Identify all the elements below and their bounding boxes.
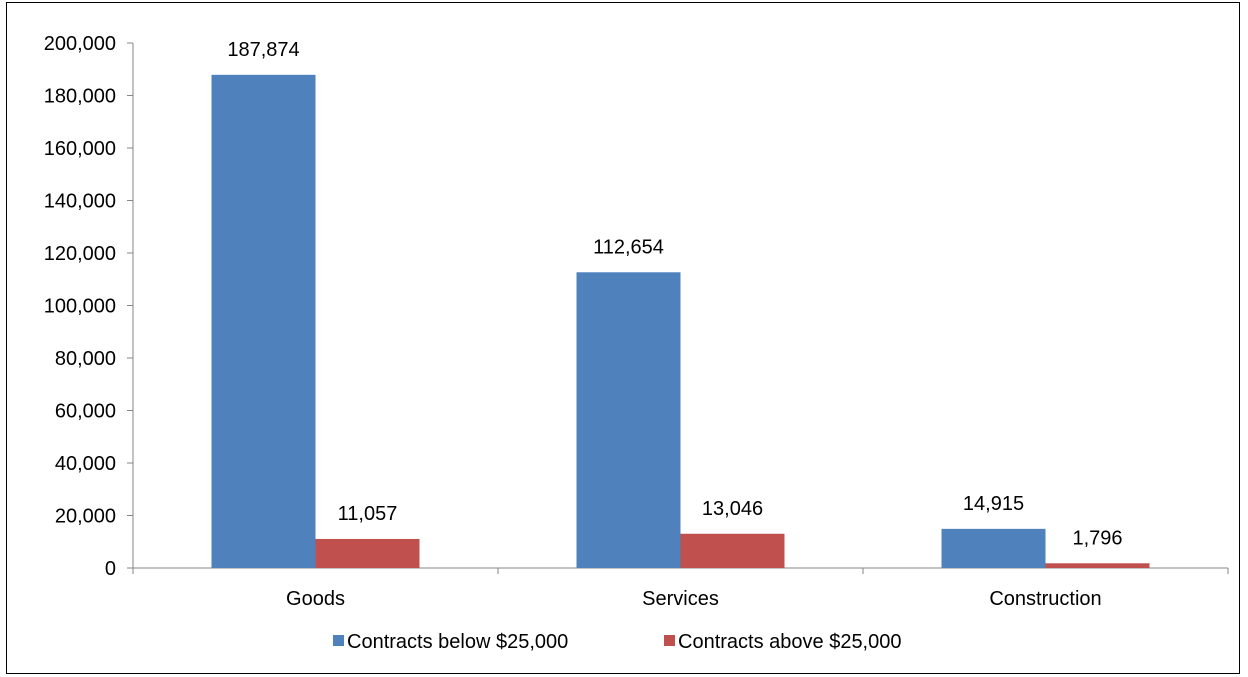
bar (941, 528, 1046, 568)
legend-swatch (664, 635, 675, 646)
data-labels: 187,874 11,057 112,654 13,046 14,915 1,796 (227, 39, 1122, 549)
data-label: 187,874 (227, 39, 299, 61)
x-tick-label: Goods (286, 588, 345, 610)
x-tick-label: Services (642, 588, 719, 610)
y-tick-label: 100,000 (44, 296, 116, 318)
y-tick-label: 20,000 (55, 506, 116, 528)
x-tick-label: Construction (989, 588, 1101, 610)
legend-swatch (333, 635, 344, 646)
legend: Contracts below $25,000 Contracts above $… (333, 631, 902, 653)
axes: 0 20,000 40,000 60,000 80,000 100,000 120,000 1… (44, 33, 1229, 610)
bar (576, 272, 681, 568)
y-tick-label: 180,000 (44, 86, 116, 108)
y-tick-label: 80,000 (55, 348, 116, 370)
bar (680, 533, 785, 568)
bar (211, 74, 316, 568)
y-tick-label: 40,000 (55, 453, 116, 475)
y-tick-label: 200,000 (44, 33, 116, 55)
data-label: 13,046 (702, 498, 763, 520)
y-tick-label: 120,000 (44, 243, 116, 265)
data-label: 14,915 (963, 493, 1024, 515)
bar (1045, 563, 1150, 568)
y-tick-label: 60,000 (55, 401, 116, 423)
y-tick-label: 160,000 (44, 138, 116, 160)
bar (315, 538, 420, 568)
data-label: 1,796 (1072, 527, 1122, 549)
data-label: 112,654 (593, 236, 664, 258)
bars (211, 74, 1150, 568)
y-tick-label: 140,000 (44, 191, 116, 213)
legend-label: Contracts below $25,000 (347, 631, 568, 653)
y-tick-label: 0 (105, 558, 116, 580)
data-label: 11,057 (338, 503, 398, 525)
legend-label: Contracts above $25,000 (678, 631, 902, 653)
